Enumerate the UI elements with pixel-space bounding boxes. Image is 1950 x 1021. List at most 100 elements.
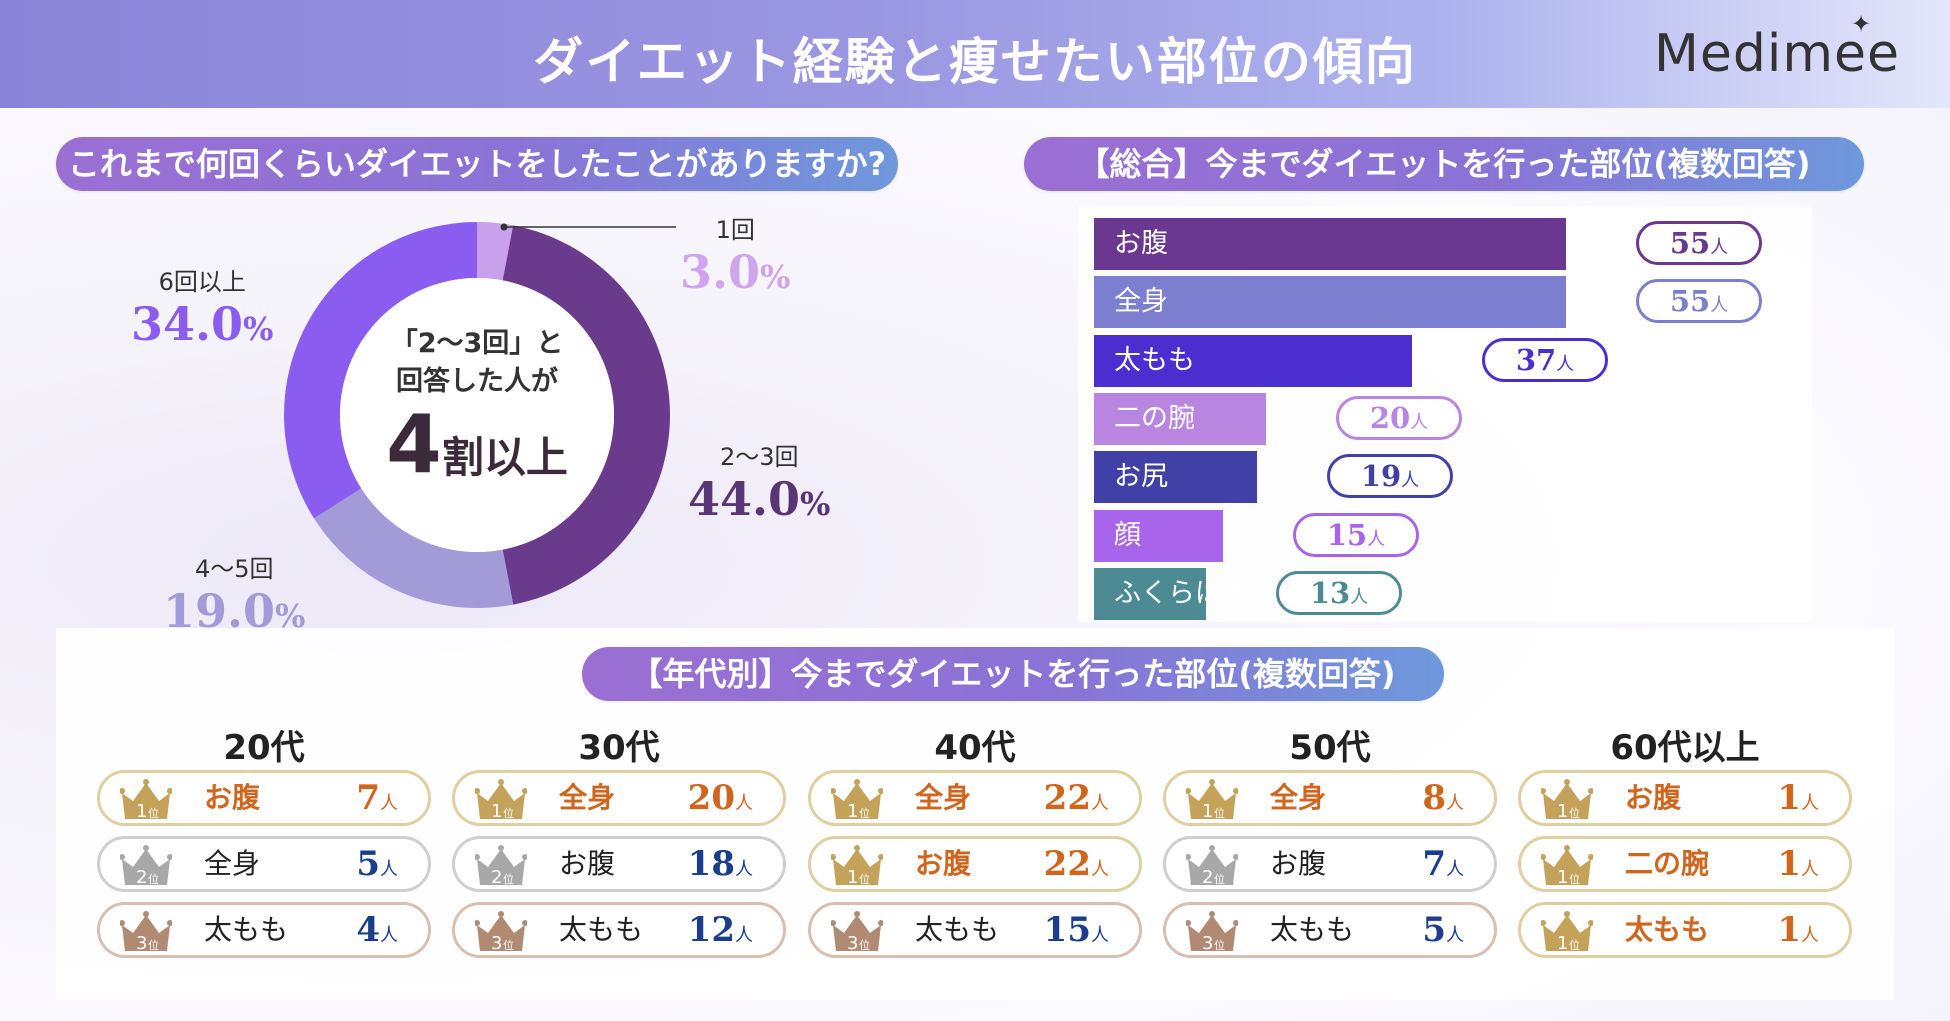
rank-row: 1 位お腹 1人 <box>1518 770 1852 826</box>
question-1-title: これまで何回くらいダイエットをしたことがありますか? <box>56 137 898 191</box>
rank-suffix: 位 <box>1569 938 1580 952</box>
rank-number: 1 <box>1202 801 1213 821</box>
slice-percent: 44.0% <box>688 472 831 526</box>
rank-number: 1 <box>491 801 502 821</box>
rank-part: 全身 <box>915 781 972 814</box>
rank-count: 18人 <box>687 844 753 884</box>
rank-number: 3 <box>491 933 502 953</box>
bar-value-label: 55人 <box>1636 221 1762 265</box>
rank-count: 12人 <box>687 910 753 950</box>
rank-part: 全身 <box>1270 781 1327 814</box>
center-big-suffix: 割以上 <box>441 433 568 482</box>
rank-row: 2 位全身 5人 <box>97 836 431 892</box>
logo-text: Medimee <box>1654 24 1900 84</box>
rank-count: 8人 <box>1422 778 1464 818</box>
rank-suffix: 位 <box>1569 872 1580 886</box>
rank-number: 2 <box>1202 867 1213 887</box>
bar: お尻 <box>1094 451 1257 503</box>
rank-part: 太もも <box>915 913 1000 946</box>
brand-logo: Medimee ✦ <box>1654 10 1900 84</box>
question-2-title: 【総合】今までダイエットを行った部位(複数回答) <box>1024 137 1864 191</box>
rank-row: 1 位全身 22人 <box>808 770 1142 826</box>
slice-percent: 34.0% <box>131 297 274 351</box>
rank-row: 1 位二の腕 1人 <box>1518 836 1852 892</box>
slice-label-4: 6回以上 34.0% <box>131 262 273 351</box>
rank-suffix: 位 <box>503 806 514 820</box>
rank-suffix: 位 <box>503 938 514 952</box>
rank-suffix: 位 <box>503 872 514 886</box>
rank-number: 3 <box>1202 933 1213 953</box>
age-group-3: 50代 1 位全身 8人 2 位お腹 7人 3 位太もも 5人 <box>1163 720 1497 968</box>
rank-number: 1 <box>847 801 858 821</box>
bar: お腹 <box>1094 218 1566 270</box>
rank-suffix: 位 <box>859 938 870 952</box>
rank-row: 1 位全身 20人 <box>452 770 786 826</box>
rank-part: 太もも <box>559 913 644 946</box>
rank-number: 3 <box>847 933 858 953</box>
rank-count: 20人 <box>687 778 753 818</box>
bar: 全身 <box>1094 276 1566 328</box>
slice-percent: 3.0% <box>680 245 791 299</box>
rank-row: 1 位お腹 22人 <box>808 836 1142 892</box>
slice-name: 1回 <box>715 216 755 244</box>
bar: 二の腕 <box>1094 393 1266 445</box>
bar-chart-panel: お腹 55人 全身 55人 太もも 37人 二の腕 20人 お尻 19人顔 15人 ふくらはぎ 13人 <box>1078 206 1812 622</box>
sparkle-icon: ✦ <box>1851 10 1873 38</box>
slice-name: 2〜3回 <box>719 443 799 471</box>
rank-count: 5人 <box>356 844 398 884</box>
rank-number: 2 <box>136 867 147 887</box>
age-group-title: 40代 <box>934 728 1016 768</box>
age-group-title: 50代 <box>1289 728 1371 768</box>
center-highlight: 4割以上 <box>340 403 614 509</box>
age-group-0: 20代 1 位お腹 7人 2 位全身 5人 3 位太もも 4人 <box>97 720 431 968</box>
rank-part: お腹 <box>204 781 261 814</box>
rank-suffix: 位 <box>1214 806 1225 820</box>
rank-suffix: 位 <box>1569 806 1580 820</box>
bar: 太もも <box>1094 335 1412 387</box>
rank-count: 7人 <box>356 778 398 818</box>
rank-count: 4人 <box>356 910 398 950</box>
rank-suffix: 位 <box>1214 872 1225 886</box>
age-group-title: 20代 <box>223 728 305 768</box>
rank-count: 15人 <box>1043 910 1109 950</box>
bar-value-label: 15人 <box>1293 513 1419 557</box>
rank-part: 太もも <box>1625 913 1710 946</box>
rank-number: 1 <box>1557 933 1568 953</box>
rank-suffix: 位 <box>1214 938 1225 952</box>
rank-part: 太もも <box>204 913 289 946</box>
rank-row: 3 位太もも 15人 <box>808 902 1142 958</box>
age-section-title: 【年代別】今までダイエットを行った部位(複数回答) <box>582 647 1444 701</box>
rank-row: 3 位太もも 12人 <box>452 902 786 958</box>
rank-count: 5人 <box>1422 910 1464 950</box>
slice-label-3: 4〜5回 19.0% <box>163 549 305 638</box>
bar-value-label: 55人 <box>1636 279 1762 323</box>
page-title: ダイエット経験と痩せたい部位の傾向 <box>533 32 1417 91</box>
rank-number: 1 <box>847 867 858 887</box>
rank-suffix: 位 <box>148 806 159 820</box>
rank-row: 1 位お腹 7人 <box>97 770 431 826</box>
rank-suffix: 位 <box>148 872 159 886</box>
bar-value-label: 20人 <box>1336 396 1462 440</box>
rank-suffix: 位 <box>148 938 159 952</box>
slice-label-1: 1回 3.0% <box>680 210 790 299</box>
rank-part: 全身 <box>204 847 261 880</box>
rank-count: 7人 <box>1422 844 1464 884</box>
rank-part: お腹 <box>1270 847 1327 880</box>
bar-value-label: 37人 <box>1482 338 1608 382</box>
slice-label-2: 2〜3回 44.0% <box>688 437 830 526</box>
rank-number: 3 <box>136 933 147 953</box>
rank-count: 22人 <box>1043 778 1109 818</box>
leader-dot <box>500 223 508 231</box>
bar-value-label: 19人 <box>1327 454 1453 498</box>
